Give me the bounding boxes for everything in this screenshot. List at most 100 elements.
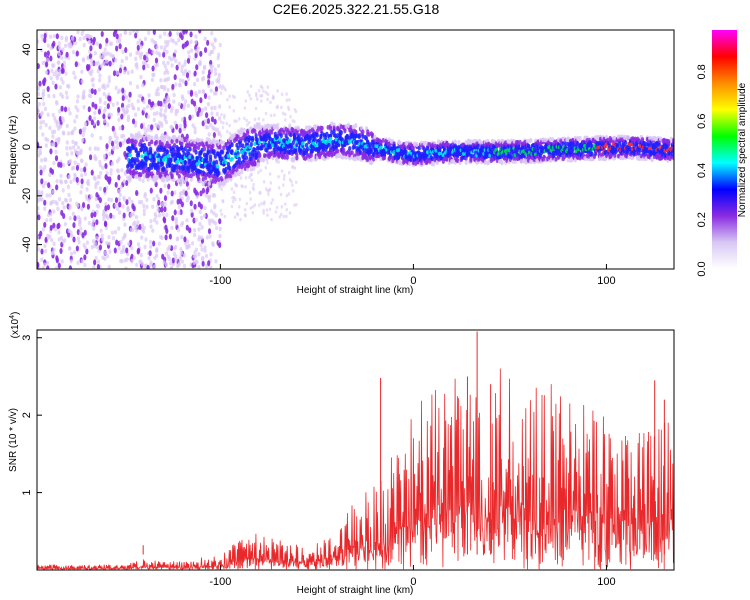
heatmap-noise-cell [78, 150, 82, 155]
heatmap-noise-cell [214, 91, 218, 96]
heatmap-ridge-cell [146, 150, 150, 156]
heatmap-ridge-cell [344, 124, 348, 129]
heatmap-noise-cell [285, 207, 289, 212]
heatmap-noise-cell [194, 93, 199, 98]
heatmap-ridge-cell [249, 167, 253, 172]
heatmap-noise-cell [121, 236, 125, 241]
heatmap-noise-cell [166, 60, 170, 66]
heatmap-noise-cell [175, 169, 179, 176]
heatmap-noise-cell [244, 99, 248, 103]
heatmap-ridge-cell [170, 139, 174, 144]
heatmap-noise-cell [222, 121, 225, 125]
heatmap-ridge-cell [514, 144, 519, 150]
heatmap-noise-cell [172, 99, 176, 104]
heatmap-noise-cell [237, 205, 241, 209]
heatmap-ridge-cell [490, 138, 495, 144]
heatmap-noise-cell [210, 49, 215, 55]
heatmap-noise-cell [154, 102, 158, 108]
heatmap-noise-cell [144, 237, 148, 242]
heatmap-noise-cell [87, 106, 91, 113]
heatmap-noise-cell [108, 60, 112, 67]
heatmap-ridge-cell [201, 181, 205, 187]
heatmap-noise-cell [252, 182, 255, 187]
heatmap-noise-cell [75, 176, 79, 183]
heatmap-noise-cell [52, 241, 56, 247]
heatmap-ridge-cell [141, 161, 145, 167]
heatmap-noise-cell [279, 192, 283, 197]
heatmap-noise-cell [41, 96, 45, 101]
heatmap-noise-cell [47, 182, 51, 189]
heatmap-noise-cell [121, 247, 125, 253]
heatmap-ridge-cell [162, 175, 166, 181]
heatmap-noise-cell [107, 264, 111, 269]
heatmap-noise-cell [235, 119, 238, 124]
heatmap-ridge-cell [350, 150, 354, 156]
heatmap-noise-cell [76, 30, 80, 35]
heatmap-noise-cell [95, 235, 99, 241]
heatmap-ridge-cell [303, 156, 307, 161]
heatmap-noise-cell [165, 49, 169, 55]
heatmap-ridge-cell [194, 145, 198, 150]
heatmap-noise-cell [164, 104, 168, 109]
heatmap-noise-cell [90, 61, 94, 67]
heatmap-noise-cell [178, 256, 182, 262]
heatmap-noise-cell [80, 69, 84, 74]
heatmap-noise-cell [266, 92, 270, 97]
heatmap-noise-cell [83, 166, 87, 173]
heatmap-noise-cell [125, 247, 129, 254]
heatmap-noise-cell [66, 83, 70, 89]
heatmap-ridge-cell [596, 134, 600, 140]
heatmap-ridge-cell [525, 138, 529, 144]
heatmap-noise-cell [182, 188, 186, 194]
heatmap-noise-cell [98, 186, 103, 191]
heatmap-noise-cell [145, 127, 150, 133]
heatmap-ridge-cell [283, 154, 287, 160]
heatmap-noise-cell [151, 204, 155, 209]
heatmap-ridge-cell [570, 157, 574, 163]
heatmap-noise-cell [255, 97, 259, 101]
heatmap-ridge-cell [430, 156, 435, 162]
heatmap-ridge-cell [451, 159, 455, 165]
heatmap-noise-cell [102, 216, 106, 222]
heatmap-noise-cell [44, 157, 48, 162]
heatmap-noise-cell [213, 67, 217, 72]
heatmap-noise-cell [184, 190, 188, 197]
heatmap-noise-cell [101, 255, 105, 260]
heatmap-ridge-cell [150, 135, 154, 141]
heatmap-noise-cell [243, 106, 247, 110]
heatmap-noise-cell [52, 129, 57, 134]
heatmap-peak-cell [328, 136, 333, 141]
heatmap-ridge-cell [138, 133, 142, 139]
heatmap-noise-cell [41, 184, 46, 189]
heatmap-noise-cell [118, 43, 122, 50]
heatmap-noise-cell [152, 111, 156, 117]
heatmap-noise-cell [210, 31, 214, 36]
heatmap-noise-cell [54, 199, 58, 205]
heatmap-noise-cell [44, 70, 49, 75]
heatmap-noise-cell [57, 45, 62, 50]
heatmap-noise-cell [258, 191, 261, 195]
heatmap-noise-cell [201, 260, 205, 267]
heatmap-noise-cell [49, 55, 53, 62]
heatmap-noise-cell [104, 163, 108, 170]
heatmap-ridge-cell [194, 149, 198, 155]
heatmap-ridge-cell [304, 125, 309, 131]
heatmap-ridge-cell [382, 155, 387, 161]
heatmap-noise-cell [173, 209, 177, 216]
heatmap-noise-cell [110, 230, 115, 235]
heatmap-ridge-cell [254, 133, 258, 138]
heatmap-noise-cell [51, 112, 55, 118]
heatmap-noise-cell [174, 82, 178, 87]
heatmap-noise-cell [105, 37, 109, 44]
heatmap-ridge-cell [177, 174, 181, 179]
heatmap-noise-cell [205, 235, 209, 240]
heatmap-noise-cell [249, 84, 253, 89]
heatmap-noise-cell [115, 101, 119, 106]
snr-y-label: SNR (10 * v/v) [8, 408, 19, 472]
snr-panel: -100 0 100 123 Height of straight line (km… [8, 312, 675, 596]
heatmap-ridge-cell [309, 157, 313, 163]
heatmap-noise-cell [105, 59, 109, 64]
heatmap-noise-cell [102, 113, 106, 120]
